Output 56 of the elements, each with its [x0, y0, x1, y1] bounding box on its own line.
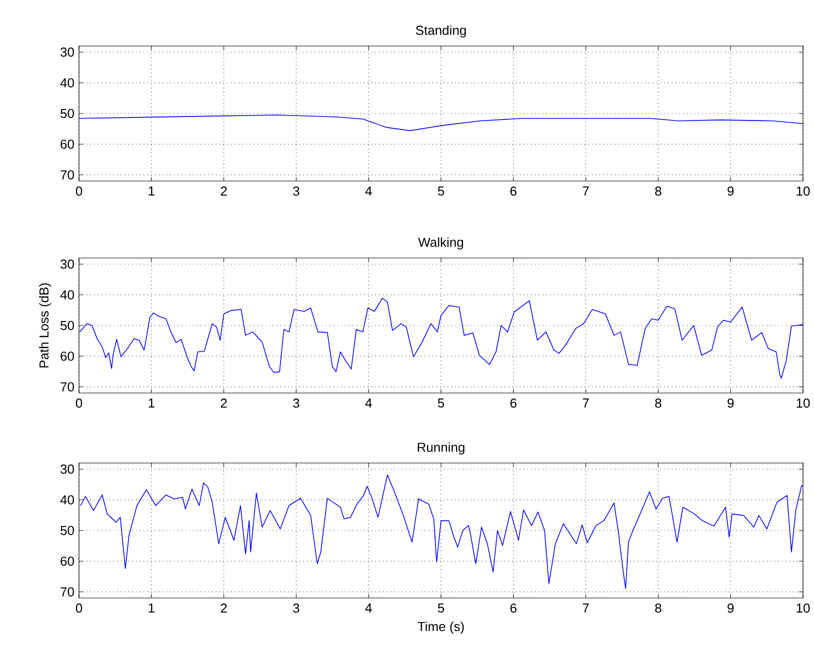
x-tick-label: 7: [582, 604, 589, 612]
x-tick-label: 8: [655, 186, 662, 196]
x-tick-label: 1: [148, 604, 154, 612]
x-tick-label: 3: [293, 604, 300, 613]
x-tick-label: 9: [728, 186, 734, 196]
x-tick-label: 0: [76, 604, 82, 613]
y-tick-label: 40: [60, 290, 74, 300]
y-tick-label: 30: [60, 260, 74, 269]
x-tick-label: 5: [438, 398, 444, 408]
x-tick-label: 10: [796, 398, 810, 408]
x-tick-label: 4: [365, 398, 372, 408]
x-tick-label: 5: [438, 604, 444, 613]
x-tick-label: 2: [220, 186, 227, 196]
x-tick-label: 5: [438, 186, 444, 196]
y-tick-label: 70: [60, 587, 74, 596]
y-tick-label: 70: [60, 170, 74, 180]
x-tick-label: 1: [148, 186, 154, 196]
line-series: [79, 298, 803, 379]
y-tick-label: 30: [60, 464, 74, 474]
y-tick-label: 30: [60, 48, 74, 57]
x-axis-title: Time (s): [418, 622, 464, 634]
x-tick-label: 8: [655, 604, 662, 613]
y-tick-label: 40: [60, 495, 74, 504]
x-tick-label: 8: [655, 398, 662, 408]
x-tick-label: 2: [220, 398, 227, 408]
chart-title: Standing: [416, 25, 466, 38]
x-tick-label: 1: [148, 398, 154, 408]
x-tick-label: 10: [796, 186, 810, 196]
y-axis-title: Path Loss (dB): [39, 283, 52, 368]
y-tick-label: 50: [60, 320, 74, 330]
x-tick-label: 6: [510, 186, 516, 196]
y-tick-label: 60: [60, 352, 74, 361]
line-series: [80, 474, 803, 589]
y-tick-label: 50: [60, 108, 74, 118]
y-tick-label: 50: [60, 526, 74, 536]
x-tick-label: 7: [582, 398, 589, 408]
x-tick-label: 4: [365, 604, 372, 612]
y-tick-label: 60: [60, 140, 74, 149]
y-tick-label: 40: [60, 78, 74, 88]
x-tick-label: 9: [728, 604, 734, 613]
y-tick-label: 60: [60, 556, 74, 566]
x-tick-label: 7: [582, 186, 589, 196]
y-tick-label: 70: [60, 382, 74, 392]
x-tick-label: 10: [796, 604, 810, 613]
x-tick-label: 9: [728, 398, 734, 408]
chart-title: Walking: [418, 237, 464, 250]
x-tick-label: 3: [293, 398, 300, 408]
x-tick-label: 6: [510, 604, 516, 613]
x-tick-label: 3: [293, 186, 300, 196]
x-tick-label: 4: [365, 186, 372, 196]
x-tick-label: 0: [76, 186, 82, 196]
line-series: [79, 114, 803, 132]
chart-title: Running: [418, 442, 464, 454]
x-tick-label: 6: [510, 398, 516, 408]
x-tick-label: 0: [76, 398, 82, 408]
x-tick-label: 2: [220, 604, 227, 613]
